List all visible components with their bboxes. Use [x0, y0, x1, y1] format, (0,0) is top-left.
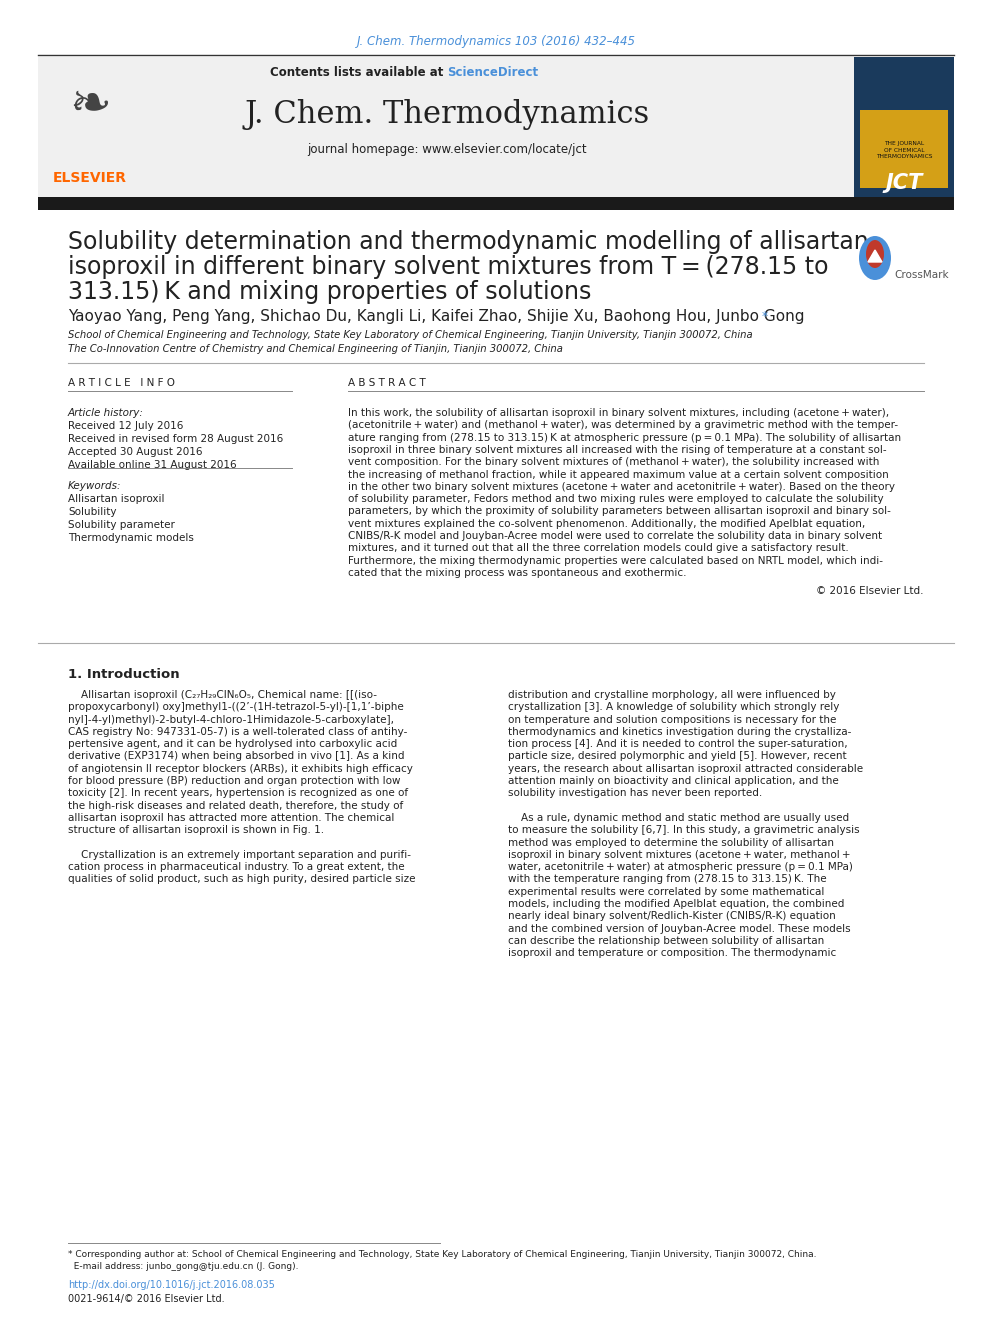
- Text: isoproxil and temperature or composition. The thermodynamic: isoproxil and temperature or composition…: [508, 949, 836, 958]
- Text: Furthermore, the mixing thermodynamic properties were calculated based on NRTL m: Furthermore, the mixing thermodynamic pr…: [348, 556, 883, 566]
- Text: JCT: JCT: [885, 173, 923, 193]
- Text: The Co-Innovation Centre of Chemistry and Chemical Engineering of Tianjin, Tianj: The Co-Innovation Centre of Chemistry an…: [68, 344, 562, 355]
- Text: distribution and crystalline morphology, all were influenced by: distribution and crystalline morphology,…: [508, 691, 836, 700]
- Text: for blood pressure (BP) reduction and organ protection with low: for blood pressure (BP) reduction and or…: [68, 777, 401, 786]
- Text: thermodynamics and kinetics investigation during the crystalliza-: thermodynamics and kinetics investigatio…: [508, 726, 851, 737]
- Text: in the other two binary solvent mixtures (acetone + water and acetonitrile + wat: in the other two binary solvent mixtures…: [348, 482, 895, 492]
- Text: Crystallization is an extremely important separation and purifi-: Crystallization is an extremely importan…: [68, 849, 411, 860]
- Text: crystallization [3]. A knowledge of solubility which strongly rely: crystallization [3]. A knowledge of solu…: [508, 703, 839, 712]
- Text: journal homepage: www.elsevier.com/locate/jct: journal homepage: www.elsevier.com/locat…: [308, 143, 587, 156]
- Text: years, the research about allisartan isoproxil attracted considerable: years, the research about allisartan iso…: [508, 763, 863, 774]
- Ellipse shape: [859, 235, 891, 280]
- Text: mixtures, and it turned out that all the three correlation models could give a s: mixtures, and it turned out that all the…: [348, 544, 849, 553]
- Text: CrossMark: CrossMark: [894, 270, 948, 280]
- Text: (acetonitrile + water) and (methanol + water), was determined by a gravimetric m: (acetonitrile + water) and (methanol + w…: [348, 421, 898, 430]
- Text: Allisartan isoproxil: Allisartan isoproxil: [68, 493, 165, 504]
- Text: ❧: ❧: [69, 81, 111, 130]
- Polygon shape: [868, 250, 882, 262]
- Text: Solubility parameter: Solubility parameter: [68, 520, 175, 531]
- Text: of solubility parameter, Fedors method and two mixing rules were employed to cal: of solubility parameter, Fedors method a…: [348, 493, 884, 504]
- Text: *: *: [758, 310, 768, 323]
- Text: tion process [4]. And it is needed to control the super-saturation,: tion process [4]. And it is needed to co…: [508, 740, 847, 749]
- Text: A R T I C L E   I N F O: A R T I C L E I N F O: [68, 378, 175, 388]
- Text: structure of allisartan isoproxil is shown in Fig. 1.: structure of allisartan isoproxil is sho…: [68, 826, 324, 835]
- Text: ELSEVIER: ELSEVIER: [53, 171, 127, 185]
- Text: water, acetonitrile + water) at atmospheric pressure (p = 0.1 MPa): water, acetonitrile + water) at atmosphe…: [508, 863, 853, 872]
- FancyBboxPatch shape: [854, 57, 954, 197]
- Text: nearly ideal binary solvent/Redlich-Kister (CNIBS/R-K) equation: nearly ideal binary solvent/Redlich-Kist…: [508, 912, 835, 921]
- Text: As a rule, dynamic method and static method are usually used: As a rule, dynamic method and static met…: [508, 814, 849, 823]
- Text: School of Chemical Engineering and Technology, State Key Laboratory of Chemical : School of Chemical Engineering and Techn…: [68, 329, 753, 340]
- Text: 313.15) K and mixing properties of solutions: 313.15) K and mixing properties of solut…: [68, 280, 591, 304]
- Text: Article history:: Article history:: [68, 407, 144, 418]
- Text: method was employed to determine the solubility of allisartan: method was employed to determine the sol…: [508, 837, 834, 848]
- Text: Yaoyao Yang, Peng Yang, Shichao Du, Kangli Li, Kaifei Zhao, Shijie Xu, Baohong H: Yaoyao Yang, Peng Yang, Shichao Du, Kang…: [68, 308, 805, 324]
- Text: isoproxil in different binary solvent mixtures from T = (278.15 to: isoproxil in different binary solvent mi…: [68, 255, 828, 279]
- Text: Received 12 July 2016: Received 12 July 2016: [68, 421, 184, 431]
- Text: ScienceDirect: ScienceDirect: [447, 66, 538, 79]
- Text: with the temperature ranging from (278.15 to 313.15) K. The: with the temperature ranging from (278.1…: [508, 875, 826, 885]
- Text: http://dx.doi.org/10.1016/j.jct.2016.08.035: http://dx.doi.org/10.1016/j.jct.2016.08.…: [68, 1279, 275, 1290]
- Text: A B S T R A C T: A B S T R A C T: [348, 378, 426, 388]
- Text: models, including the modified Apelblat equation, the combined: models, including the modified Apelblat …: [508, 900, 844, 909]
- Text: Keywords:: Keywords:: [68, 482, 121, 491]
- Text: cated that the mixing process was spontaneous and exothermic.: cated that the mixing process was sponta…: [348, 568, 686, 578]
- Text: cation process in pharmaceutical industry. To a great extent, the: cation process in pharmaceutical industr…: [68, 863, 405, 872]
- Text: E-mail address: junbo_gong@tju.edu.cn (J. Gong).: E-mail address: junbo_gong@tju.edu.cn (J…: [68, 1262, 299, 1271]
- Text: isoproxil in binary solvent mixtures (acetone + water, methanol +: isoproxil in binary solvent mixtures (ac…: [508, 849, 850, 860]
- Text: particle size, desired polymorphic and yield [5]. However, recent: particle size, desired polymorphic and y…: [508, 751, 846, 762]
- Text: parameters, by which the proximity of solubility parameters between allisartan i: parameters, by which the proximity of so…: [348, 507, 891, 516]
- Text: attention mainly on bioactivity and clinical application, and the: attention mainly on bioactivity and clin…: [508, 777, 839, 786]
- Text: nyl]-4-yl)methyl)-2-butyl-4-chloro-1Himidazole-5-carboxylate],: nyl]-4-yl)methyl)-2-butyl-4-chloro-1Himi…: [68, 714, 394, 725]
- FancyBboxPatch shape: [38, 57, 854, 197]
- Text: of angiotensin II receptor blockers (ARBs), it exhibits high efficacy: of angiotensin II receptor blockers (ARB…: [68, 763, 413, 774]
- Text: * Corresponding author at: School of Chemical Engineering and Technology, State : * Corresponding author at: School of Che…: [68, 1250, 816, 1259]
- Text: Contents lists available at: Contents lists available at: [270, 66, 447, 79]
- FancyBboxPatch shape: [860, 110, 948, 188]
- Text: J. Chem. Thermodynamics 103 (2016) 432–445: J. Chem. Thermodynamics 103 (2016) 432–4…: [356, 36, 636, 49]
- Text: vent mixtures explained the co-solvent phenomenon. Additionally, the modified Ap: vent mixtures explained the co-solvent p…: [348, 519, 865, 529]
- Text: THE JOURNAL
OF CHEMICAL
THERMODYNAMICS: THE JOURNAL OF CHEMICAL THERMODYNAMICS: [876, 140, 932, 160]
- Text: to measure the solubility [6,7]. In this study, a gravimetric analysis: to measure the solubility [6,7]. In this…: [508, 826, 860, 835]
- Text: Received in revised form 28 August 2016: Received in revised form 28 August 2016: [68, 434, 284, 445]
- Text: In this work, the solubility of allisartan isoproxil in binary solvent mixtures,: In this work, the solubility of allisart…: [348, 407, 889, 418]
- Text: 0021-9614/© 2016 Elsevier Ltd.: 0021-9614/© 2016 Elsevier Ltd.: [68, 1294, 224, 1304]
- Text: on temperature and solution compositions is necessary for the: on temperature and solution compositions…: [508, 714, 836, 725]
- Text: allisartan isoproxil has attracted more attention. The chemical: allisartan isoproxil has attracted more …: [68, 814, 395, 823]
- Text: can describe the relationship between solubility of allisartan: can describe the relationship between so…: [508, 935, 824, 946]
- Text: CNIBS/R-K model and Jouyban-Acree model were used to correlate the solubility da: CNIBS/R-K model and Jouyban-Acree model …: [348, 531, 882, 541]
- Text: 1. Introduction: 1. Introduction: [68, 668, 180, 681]
- FancyBboxPatch shape: [38, 197, 954, 210]
- Text: toxicity [2]. In recent years, hypertension is recognized as one of: toxicity [2]. In recent years, hypertens…: [68, 789, 408, 798]
- Text: and the combined version of Jouyban-Acree model. These models: and the combined version of Jouyban-Acre…: [508, 923, 850, 934]
- Text: ature ranging from (278.15 to 313.15) K at atmospheric pressure (p = 0.1 MPa). T: ature ranging from (278.15 to 313.15) K …: [348, 433, 901, 443]
- Ellipse shape: [866, 239, 884, 269]
- Text: experimental results were correlated by some mathematical: experimental results were correlated by …: [508, 886, 824, 897]
- Text: isoproxil in three binary solvent mixtures all increased with the rising of temp: isoproxil in three binary solvent mixtur…: [348, 445, 887, 455]
- Text: the increasing of methanol fraction, while it appeared maximum value at a certai: the increasing of methanol fraction, whi…: [348, 470, 889, 479]
- Text: Available online 31 August 2016: Available online 31 August 2016: [68, 460, 237, 470]
- Text: Accepted 30 August 2016: Accepted 30 August 2016: [68, 447, 202, 456]
- Text: the high-risk diseases and related death, therefore, the study of: the high-risk diseases and related death…: [68, 800, 404, 811]
- Text: Allisartan isoproxil (C₂₇H₂₉ClN₆O₅, Chemical name: [[(iso-: Allisartan isoproxil (C₂₇H₂₉ClN₆O₅, Chem…: [68, 691, 377, 700]
- Text: Solubility determination and thermodynamic modelling of allisartan: Solubility determination and thermodynam…: [68, 230, 869, 254]
- Text: qualities of solid product, such as high purity, desired particle size: qualities of solid product, such as high…: [68, 875, 416, 885]
- Text: CAS registry No: 947331-05-7) is a well-tolerated class of antihy-: CAS registry No: 947331-05-7) is a well-…: [68, 726, 408, 737]
- Text: Thermodynamic models: Thermodynamic models: [68, 533, 193, 542]
- Text: vent composition. For the binary solvent mixtures of (methanol + water), the sol: vent composition. For the binary solvent…: [348, 458, 879, 467]
- Text: J. Chem. Thermodynamics: J. Chem. Thermodynamics: [244, 99, 650, 131]
- Text: propoxycarbonyl) oxy]methyl1-((2’-(1H-tetrazol-5-yl)-[1,1’-biphe: propoxycarbonyl) oxy]methyl1-((2’-(1H-te…: [68, 703, 404, 712]
- Text: © 2016 Elsevier Ltd.: © 2016 Elsevier Ltd.: [816, 586, 924, 597]
- Text: derivative (EXP3174) when being absorbed in vivo [1]. As a kind: derivative (EXP3174) when being absorbed…: [68, 751, 405, 762]
- Text: Solubility: Solubility: [68, 507, 116, 517]
- Text: pertensive agent, and it can be hydrolysed into carboxylic acid: pertensive agent, and it can be hydrolys…: [68, 740, 397, 749]
- Text: solubility investigation has never been reported.: solubility investigation has never been …: [508, 789, 762, 798]
